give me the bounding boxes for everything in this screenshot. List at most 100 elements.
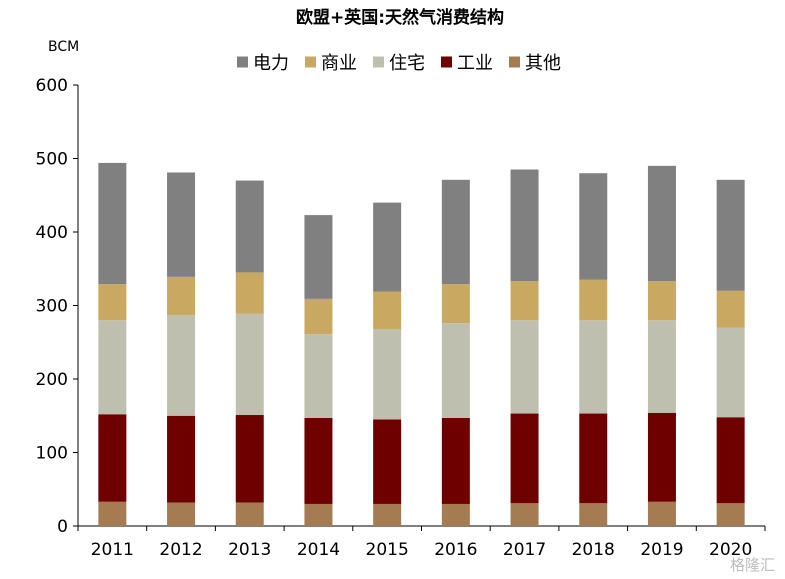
legend: 电力 商业 住宅 工业 其他 bbox=[237, 53, 561, 74]
bar-segment bbox=[373, 202, 402, 292]
bar-segment bbox=[441, 417, 470, 504]
bar-segment bbox=[716, 417, 745, 504]
legend-label: 工业 bbox=[457, 53, 493, 74]
bar-segment bbox=[304, 215, 333, 299]
legend-item: 住宅 bbox=[373, 53, 425, 74]
bar-segment bbox=[304, 417, 333, 504]
bar-segment bbox=[373, 419, 402, 504]
x-tick-label: 2017 bbox=[503, 540, 546, 560]
x-tick-label: 2019 bbox=[640, 540, 683, 560]
bar-segment bbox=[441, 284, 470, 324]
bar-segment bbox=[98, 414, 127, 502]
bar-segment bbox=[647, 412, 676, 502]
legend-swatch bbox=[237, 56, 248, 68]
legend-label: 住宅 bbox=[389, 53, 425, 74]
bar-segment bbox=[235, 502, 264, 526]
bar-segment bbox=[647, 165, 676, 282]
bar-segment bbox=[441, 179, 470, 285]
bar-segment bbox=[647, 281, 676, 321]
legend-item: 电力 bbox=[237, 53, 289, 74]
x-tick-label: 2014 bbox=[297, 540, 340, 560]
bars bbox=[98, 162, 745, 526]
chart-title: 欧盟+英国:天然气消费结构 bbox=[296, 7, 504, 28]
bar-segment bbox=[510, 169, 539, 282]
bar-segment bbox=[235, 415, 264, 503]
bar-segment bbox=[235, 272, 264, 314]
bar-segment bbox=[373, 329, 402, 420]
bar-stack bbox=[235, 180, 264, 526]
bar-segment bbox=[579, 503, 608, 526]
bar-segment bbox=[235, 313, 264, 416]
bar-segment bbox=[579, 413, 608, 504]
bar-segment bbox=[373, 291, 402, 330]
bar-stack bbox=[373, 202, 402, 526]
x-tick-label: 2013 bbox=[228, 540, 271, 560]
bar-stack bbox=[579, 173, 608, 526]
bar-segment bbox=[716, 290, 745, 328]
x-tick-label: 2015 bbox=[366, 540, 409, 560]
bar-stack bbox=[647, 165, 676, 526]
x-tick-label: 2016 bbox=[434, 540, 477, 560]
bar-segment bbox=[647, 501, 676, 526]
legend-swatch bbox=[509, 56, 520, 68]
legend-item: 商业 bbox=[305, 53, 357, 74]
bar-segment bbox=[167, 172, 196, 277]
y-tick-label: 200 bbox=[36, 370, 68, 390]
y-tick-label: 500 bbox=[36, 150, 68, 170]
bar-stack bbox=[716, 179, 745, 526]
legend-label: 电力 bbox=[253, 53, 289, 74]
bar-segment bbox=[98, 320, 127, 415]
bar-segment bbox=[441, 323, 470, 418]
legend-label: 商业 bbox=[321, 53, 357, 74]
watermark: 格隆汇 bbox=[729, 556, 775, 574]
bar-stack bbox=[510, 169, 539, 526]
bar-segment bbox=[304, 298, 333, 335]
bar-stack bbox=[304, 215, 333, 526]
x-tick-label: 2020 bbox=[709, 540, 752, 560]
legend-swatch bbox=[441, 56, 452, 68]
y-axis-unit-label: BCM bbox=[48, 39, 79, 55]
bar-segment bbox=[716, 503, 745, 526]
y-tick-label: 600 bbox=[36, 76, 68, 96]
bar-stack bbox=[167, 172, 196, 526]
bar-segment bbox=[441, 503, 470, 526]
legend-swatch bbox=[373, 56, 384, 68]
bar-segment bbox=[167, 276, 196, 316]
bar-segment bbox=[716, 327, 745, 418]
bar-segment bbox=[373, 503, 402, 526]
bar-stack bbox=[98, 162, 127, 526]
bar-segment bbox=[304, 334, 333, 418]
bar-segment bbox=[98, 284, 127, 321]
bar-stack bbox=[441, 179, 470, 526]
bar-segment bbox=[579, 279, 608, 321]
bar-segment bbox=[510, 320, 539, 414]
x-axis: 2011 2012 2013 2014 2015 2016 2017 2018 2019 2020 bbox=[77, 525, 766, 560]
bar-segment bbox=[579, 320, 608, 414]
x-tick-label: 2012 bbox=[159, 540, 202, 560]
bar-segment bbox=[98, 501, 127, 526]
bar-segment bbox=[647, 320, 676, 413]
legend-swatch bbox=[305, 56, 316, 68]
bar-segment bbox=[167, 415, 196, 503]
y-tick-label: 400 bbox=[36, 223, 68, 243]
legend-item: 其他 bbox=[509, 53, 561, 74]
bar-segment bbox=[167, 502, 196, 526]
legend-label: 其他 bbox=[525, 53, 561, 74]
x-tick-label: 2018 bbox=[572, 540, 615, 560]
y-tick-label: 300 bbox=[36, 297, 68, 317]
y-tick-label: 100 bbox=[36, 444, 68, 464]
x-tick-label: 2011 bbox=[91, 540, 134, 560]
y-tick-label: 0 bbox=[57, 517, 68, 537]
bar-segment bbox=[304, 503, 333, 526]
bar-segment bbox=[235, 180, 264, 273]
bar-segment bbox=[510, 413, 539, 504]
bar-segment bbox=[167, 315, 196, 416]
legend-item: 工业 bbox=[441, 53, 493, 74]
y-axis: 0 100 200 300 400 500 600 bbox=[36, 76, 79, 537]
bar-segment bbox=[98, 162, 127, 285]
bar-segment bbox=[716, 179, 745, 291]
bar-segment bbox=[510, 503, 539, 526]
bar-segment bbox=[579, 173, 608, 280]
bar-segment bbox=[510, 281, 539, 321]
